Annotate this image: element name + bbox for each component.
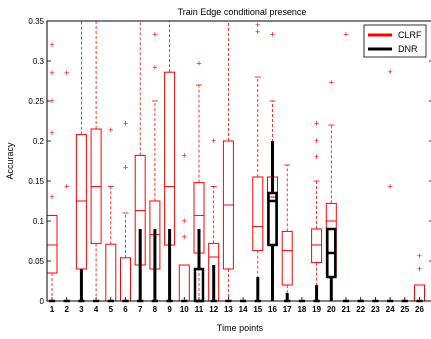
outlier: + (123, 118, 128, 128)
x-tick-label: 24 (386, 305, 395, 314)
box (326, 227, 337, 279)
legend-label-clrf: CLRF (398, 30, 422, 40)
outlier: + (49, 192, 54, 202)
y-tick-label: 0.15 (28, 177, 44, 186)
x-tick-label: 10 (180, 305, 189, 314)
x-tick-label: 7 (138, 305, 143, 314)
x-axis-label: Time points (217, 323, 264, 333)
outlier: + (108, 125, 113, 135)
outlier: + (270, 30, 275, 40)
outlier: + (49, 68, 54, 78)
x-tick-label: 9 (167, 305, 172, 314)
chart-title: Train Edge conditional presence (178, 7, 307, 17)
x-tick-label: 13 (224, 305, 233, 314)
outlier: + (196, 58, 201, 68)
y-tick-label: 0.1 (33, 217, 45, 226)
y-axis-label: Accuracy (5, 142, 15, 180)
outlier: + (211, 136, 216, 146)
y-tick-label: 0.35 (28, 17, 44, 26)
y-tick-label: 0.25 (28, 97, 44, 106)
outlier: + (49, 40, 54, 50)
dnr-box-20 (326, 227, 337, 301)
outlier: + (255, 20, 260, 30)
outlier: + (182, 216, 187, 226)
legend: CLRF DNR (363, 24, 427, 58)
x-tick-label: 23 (371, 305, 380, 314)
y-tick-label: 0.3 (33, 57, 45, 66)
outlier: + (314, 118, 319, 128)
outlier: + (343, 30, 348, 40)
x-tick-label: 5 (109, 305, 114, 314)
x-tick-label: 8 (153, 305, 158, 314)
outlier: + (64, 68, 69, 78)
outlier: + (182, 150, 187, 160)
outlier: + (387, 67, 392, 77)
y-tick-label: 0 (40, 297, 45, 306)
outlier: + (417, 264, 422, 274)
dnr-box-16 (267, 141, 278, 301)
outlier: + (387, 182, 392, 192)
outlier: + (182, 232, 187, 242)
outlier: + (64, 182, 69, 192)
clrf-box-13 (222, 20, 234, 301)
x-tick-label: 17 (283, 305, 292, 314)
outlier: + (314, 136, 319, 146)
x-tick-label: 3 (79, 305, 84, 314)
outlier: + (152, 62, 157, 72)
x-tick-label: 19 (312, 305, 321, 314)
outlier: + (49, 96, 54, 106)
outlier: + (49, 128, 54, 138)
clrf-box-19: + + + (311, 118, 323, 301)
clrf-box-15: ++ (252, 20, 264, 301)
x-tick-label: 2 (64, 305, 69, 314)
x-tick-label: 26 (415, 305, 424, 314)
x-tick-label: 1 (50, 305, 55, 314)
outlier: + (329, 78, 334, 88)
outlier: + (152, 30, 157, 40)
box (311, 228, 323, 264)
x-tick-label: 16 (268, 305, 277, 314)
y-tick-label: 0.05 (28, 257, 44, 266)
box (267, 191, 278, 247)
legend-label-dnr: DNR (398, 44, 418, 54)
x-tick-label: 22 (356, 305, 365, 314)
x-tick-label: 4 (94, 305, 99, 314)
outlier: + (417, 251, 422, 261)
x-tick-label: 6 (123, 305, 128, 314)
box (281, 230, 293, 286)
legend-box (363, 24, 427, 58)
box (252, 176, 264, 252)
x-tick-label: 20 (327, 305, 336, 314)
y-tick-label: 0.2 (33, 137, 45, 146)
x-tick-label: 12 (209, 305, 218, 314)
plot-frame (46, 20, 431, 302)
x-tick-label: 18 (297, 305, 306, 314)
x-tick-label: 15 (253, 305, 262, 314)
x-tick-label: 21 (342, 305, 351, 314)
outlier: + (123, 162, 128, 172)
x-tick-label: 14 (239, 305, 248, 314)
x-tick-label: 11 (195, 305, 204, 314)
outlier: + (255, 27, 260, 37)
x-tick-label: 25 (400, 305, 409, 314)
outlier: + (314, 152, 319, 162)
